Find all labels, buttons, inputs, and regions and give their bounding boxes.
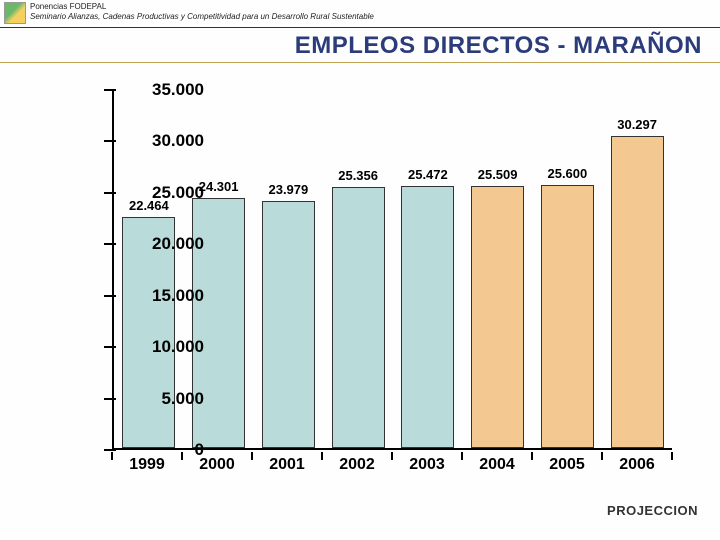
bar-value-label: 30.297 (595, 117, 679, 132)
bar-value-label: 23.979 (247, 182, 331, 197)
bar (471, 186, 524, 448)
x-tick (321, 452, 323, 460)
logo-icon (4, 2, 26, 24)
header-line2: Seminario Alianzas, Cadenas Productivas … (30, 12, 374, 22)
projection-label: PROJECCION (607, 503, 698, 518)
x-axis-label: 2000 (182, 452, 252, 474)
x-tick (111, 452, 113, 460)
y-axis-label: 20.000 (114, 234, 204, 254)
header-line1: Ponencias FODEPAL (30, 2, 374, 12)
bar (332, 187, 385, 448)
x-tick (181, 452, 183, 460)
bar (401, 186, 454, 448)
x-axis-labels: 19992000200120022003200420052006 (112, 452, 672, 474)
header-text: Ponencias FODEPAL Seminario Alianzas, Ca… (30, 2, 374, 22)
x-tick (671, 452, 673, 460)
x-tick (251, 452, 253, 460)
header-bar: Ponencias FODEPAL Seminario Alianzas, Ca… (0, 0, 720, 28)
bar-cell: 25.509 (463, 90, 533, 448)
chart-container: 22.46424.30123.97925.35625.47225.50925.6… (30, 80, 690, 500)
bar-cell: 23.979 (254, 90, 324, 448)
bar (541, 185, 594, 448)
y-axis-label: 25.000 (114, 183, 204, 203)
y-axis-label: 35.000 (114, 80, 204, 100)
y-axis-label: 10.000 (114, 337, 204, 357)
x-axis-label: 2004 (462, 452, 532, 474)
x-tick (391, 452, 393, 460)
x-axis-label: 2002 (322, 452, 392, 474)
x-tick (531, 452, 533, 460)
y-axis-label: 15.000 (114, 286, 204, 306)
x-tick (601, 452, 603, 460)
bar-cell: 25.472 (393, 90, 463, 448)
y-axis-label: 30.000 (114, 131, 204, 151)
x-axis-label: 2001 (252, 452, 322, 474)
x-axis-label: 2006 (602, 452, 672, 474)
bar-value-label: 25.600 (526, 166, 610, 181)
bar (262, 201, 315, 448)
x-tick (461, 452, 463, 460)
bar (611, 136, 664, 448)
x-axis-label: 1999 (112, 452, 182, 474)
y-axis-label: 5.000 (114, 389, 204, 409)
bar-cell: 25.356 (323, 90, 393, 448)
bar-cell: 30.297 (602, 90, 672, 448)
bar-cell: 25.600 (533, 90, 603, 448)
x-axis-label: 2005 (532, 452, 602, 474)
page-title: EMPLEOS DIRECTOS - MARAÑON (0, 28, 720, 63)
x-axis-label: 2003 (392, 452, 462, 474)
